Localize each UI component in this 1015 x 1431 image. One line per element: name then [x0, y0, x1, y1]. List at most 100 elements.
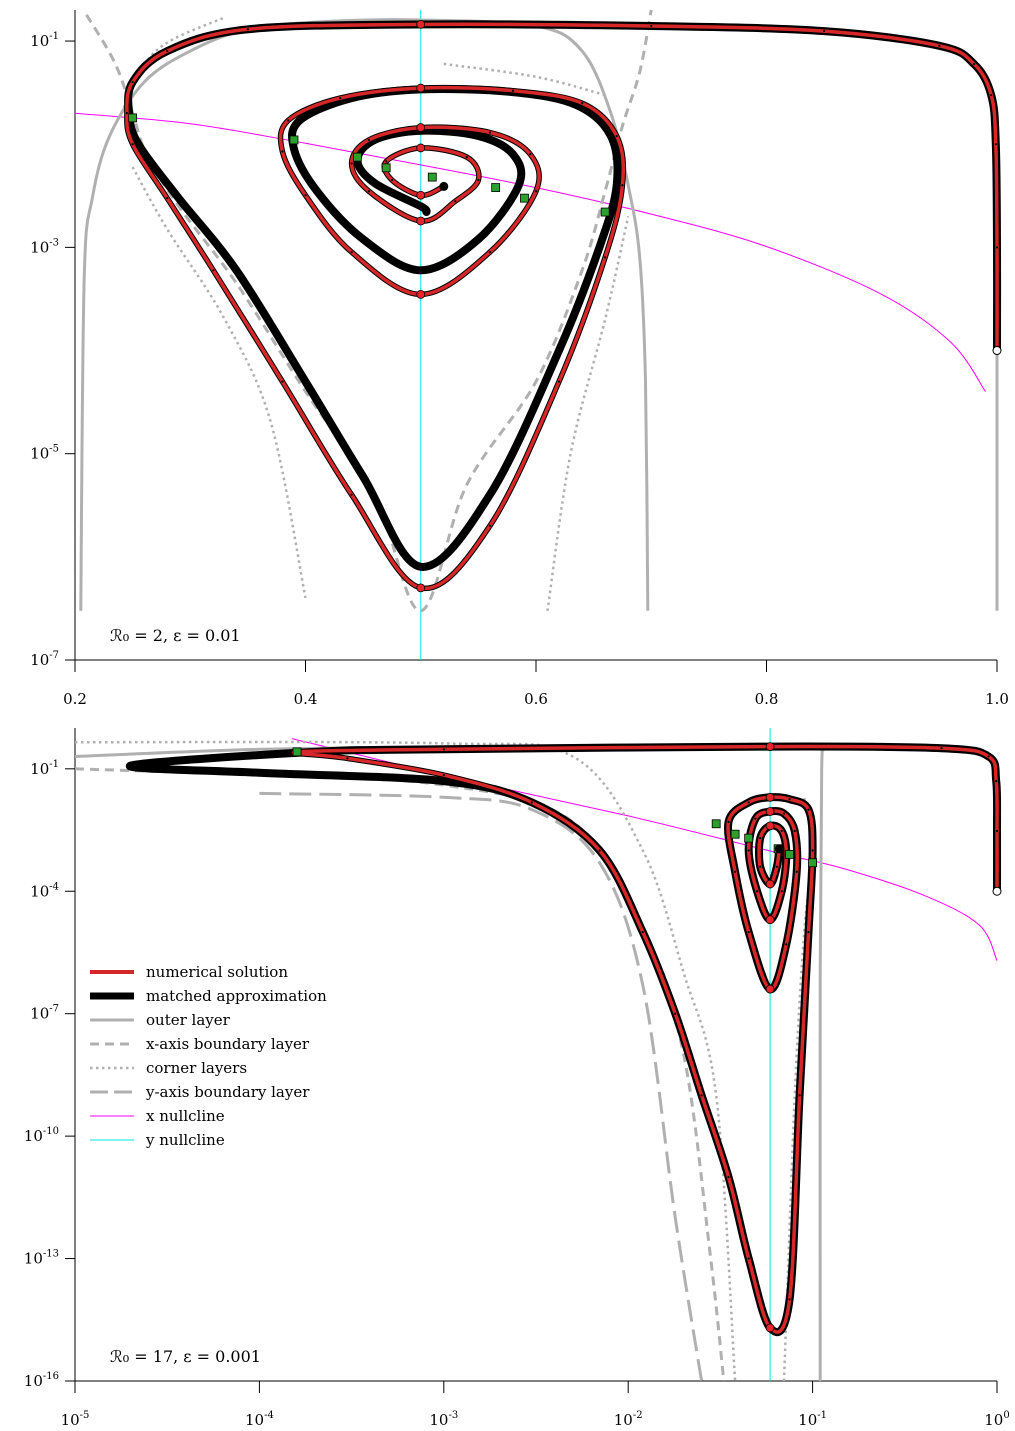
x-tick-label: 0.4 — [294, 690, 318, 708]
outer-layer-curve — [818, 744, 826, 1382]
nullcline-crossing-point — [416, 190, 426, 200]
nullcline-crossing-point — [765, 742, 775, 752]
numerical-sample-point — [940, 747, 943, 750]
numerical-sample-point — [747, 849, 750, 852]
x-tick-label: 10-5 — [61, 1410, 90, 1429]
matching-point — [808, 858, 817, 868]
y-tick-label: 10-16 — [24, 1371, 59, 1390]
numerical-sample-point — [367, 190, 370, 193]
y-tick-label: 10-4 — [30, 881, 59, 900]
numerical-sample-point — [511, 89, 515, 92]
legend-label-ybl: y-axis boundary layer — [145, 1083, 310, 1101]
numerical-sample-point — [788, 1298, 791, 1301]
numerical-solution-outline — [290, 743, 1000, 1335]
legend-label-matched: matched approximation — [146, 987, 327, 1005]
numerical-sample-point — [488, 524, 491, 527]
nullcline-crossing-point — [416, 123, 426, 132]
nullcline-crossing-point — [765, 915, 775, 925]
numerical-sample-point — [780, 829, 783, 833]
numerical-sample-point — [385, 160, 388, 163]
outer-layer-curve — [79, 18, 650, 611]
nullcline-crossing-point — [416, 216, 426, 226]
matching-point — [744, 833, 754, 843]
numerical-sample-point — [131, 81, 134, 84]
numerical-sample-point — [281, 380, 284, 383]
numerical-sample-point — [615, 134, 618, 138]
numerical-sample-point — [785, 943, 788, 946]
y-tick-label: 10-3 — [30, 237, 59, 256]
numerical-sample-point — [604, 256, 607, 259]
numerical-sample-point — [557, 380, 561, 383]
nullcline-crossing-point — [765, 1323, 775, 1333]
numerical-sample-point — [166, 49, 169, 53]
numerical-sample-point — [350, 493, 353, 496]
nullcline-crossing-point — [416, 290, 426, 299]
numerical-sample-point — [798, 1094, 801, 1097]
nullcline-crossing-point — [416, 20, 426, 29]
numerical-sample-point — [793, 829, 796, 833]
nullcline-crossing-point — [765, 821, 775, 831]
nullcline-crossing-point — [765, 879, 775, 889]
numerical-sample-point — [990, 93, 993, 97]
numerical-sample-point — [346, 757, 349, 760]
x-tick-label: 1.0 — [985, 690, 1009, 708]
numerical-sample-point — [807, 808, 810, 811]
matching-point — [520, 193, 529, 203]
start-point — [992, 346, 1002, 356]
numerical-sample-point — [442, 774, 445, 777]
numerical-sample-point — [780, 890, 783, 893]
numerical-sample-point — [807, 930, 810, 934]
x-tick-label: 0.2 — [63, 690, 87, 708]
nullcline-crossing-point — [765, 984, 775, 994]
y-tick-label: 10-1 — [30, 31, 59, 50]
y-tick-label: 10-5 — [30, 444, 59, 463]
numerical-sample-point — [246, 28, 249, 31]
nullcline-crossing-point — [416, 583, 426, 593]
numerical-sample-point — [488, 131, 491, 134]
numerical-sample-point — [775, 865, 778, 868]
y-tick-label: 10-7 — [30, 650, 59, 669]
numerical-sample-point — [581, 102, 584, 105]
y-tick-label: 10-13 — [24, 1249, 59, 1268]
numerical-sample-point — [477, 178, 480, 182]
x-tick-label: 10-3 — [429, 1410, 458, 1429]
top-panel: 10-1 10-3 10-5 10-7 0.2 0.4 0.6 0.8 1.0 ℛ₀ = 2, ε… — [30, 9, 1009, 708]
legend-label-xbl: x-axis boundary layer — [146, 1035, 310, 1053]
numerical-sample-point — [131, 143, 134, 146]
numerical-sample-point — [700, 1094, 703, 1097]
nullcline-crossing-point — [416, 83, 426, 93]
matching-point — [711, 819, 721, 829]
matching-point — [352, 152, 362, 162]
numerical-sample-point — [454, 200, 457, 203]
numerical-sample-point — [938, 44, 941, 47]
numerical-sample-point — [788, 798, 791, 801]
matching-point — [491, 183, 501, 192]
legend-label-corner: corner layers — [146, 1059, 247, 1077]
numerical-sample-point — [488, 250, 491, 254]
numerical-sample-point — [529, 153, 532, 156]
matching-point — [427, 172, 437, 182]
numerical-solution-curve — [291, 744, 999, 1334]
numerical-sample-point — [166, 197, 169, 200]
panel-parameter-label: ℛ₀ = 2, ε = 0.01 — [110, 626, 241, 645]
x-tick-label: 0.8 — [755, 690, 779, 708]
numerical-sample-point — [995, 246, 999, 249]
numerical-sample-point — [747, 930, 750, 934]
numerical-sample-point — [782, 812, 786, 815]
end-point — [439, 181, 449, 191]
numerical-solution-curve — [125, 22, 999, 591]
x-tick-label: 100 — [984, 1410, 1009, 1429]
numerical-sample-point — [367, 138, 370, 142]
numerical-sample-point — [281, 150, 284, 153]
numerical-sample-point — [125, 112, 128, 115]
numerical-sample-point — [304, 194, 307, 197]
x-nullcline — [74, 112, 986, 392]
numerical-sample-point — [674, 1012, 677, 1015]
panel-parameter-label: ℛ₀ = 17, ε = 0.001 — [110, 1347, 261, 1366]
matching-point — [128, 113, 138, 123]
numerical-sample-point — [734, 870, 737, 873]
corner-layer-curve — [74, 740, 737, 1382]
numerical-sample-point — [650, 24, 653, 28]
numerical-sample-point — [795, 870, 798, 873]
